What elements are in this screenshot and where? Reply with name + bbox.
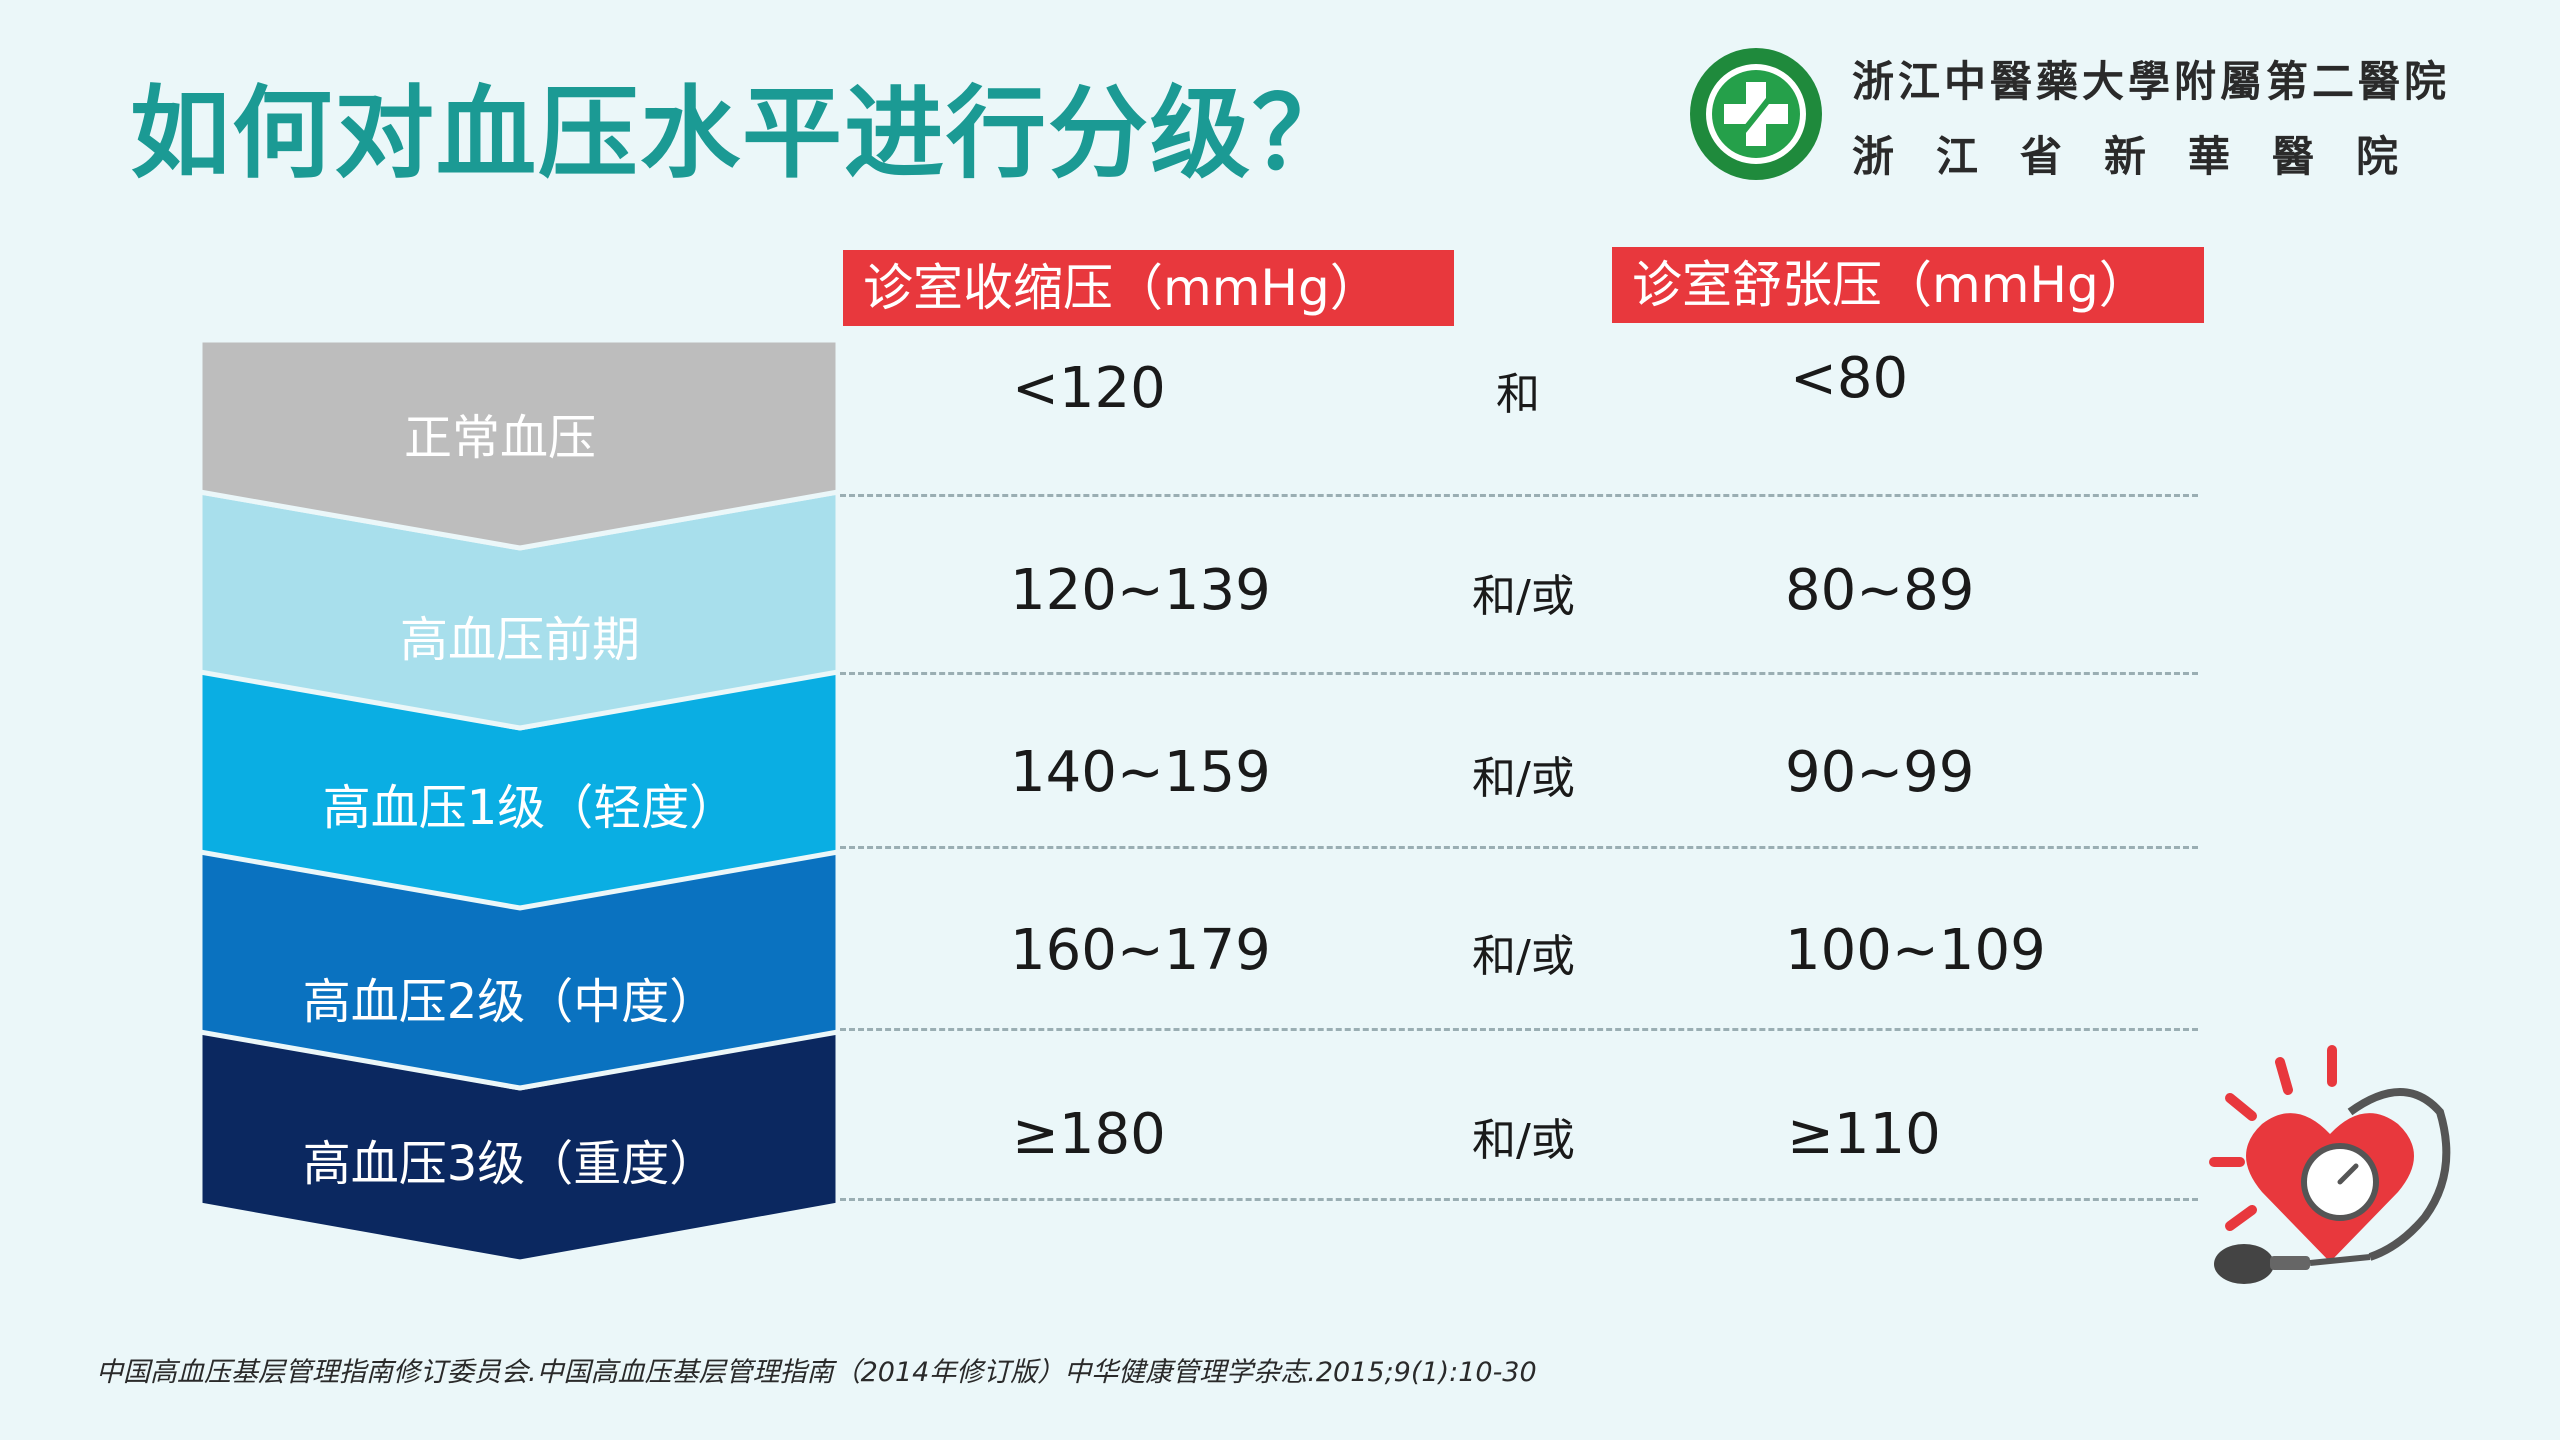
systolic-header: 诊室收缩压（mmHg）: [843, 250, 1454, 326]
diastolic-value: 90~99: [1785, 740, 1975, 805]
systolic-value: ≥180: [1012, 1102, 1166, 1167]
row-divider: [840, 1028, 2198, 1031]
systolic-value: 140~159: [1010, 740, 1271, 805]
conjunction: 和/或: [1472, 753, 1575, 804]
blood-pressure-heart-icon: [2209, 1045, 2451, 1284]
diastolic-value: ≥110: [1787, 1102, 1941, 1167]
row-divider: [840, 672, 2198, 675]
level-chevron-1: [197, 337, 841, 551]
page-title: 如何对血压水平进行分级？: [130, 75, 1354, 192]
diastolic-value: 80~89: [1785, 558, 1975, 623]
level-label-normal: 正常血压: [403, 410, 596, 466]
level-label-grade3: 高血压3级（重度）: [302, 1136, 718, 1192]
hospital-name-line2: 浙江省新華醫院: [1852, 132, 2441, 181]
row-divider: [840, 494, 2198, 497]
conjunction: 和: [1496, 369, 1540, 420]
row-divider: [840, 846, 2198, 849]
conjunction: 和/或: [1472, 1115, 1575, 1166]
diastolic-value: 100~109: [1785, 918, 2046, 983]
citation-footnote: 中国高血压基层管理指南修订委员会.中国高血压基层管理指南（2014年修订版）中华…: [96, 1357, 1537, 1388]
hospital-name-line1: 浙江中醫藥大學附屬第二醫院: [1852, 57, 2451, 106]
diastolic-value: <80: [1790, 346, 1909, 411]
systolic-value: <120: [1012, 356, 1166, 421]
hospital-name: 浙江中醫藥大學附屬第二醫院 浙江省新華醫院: [1852, 48, 2452, 184]
diastolic-header: 诊室舒张压（mmHg）: [1612, 247, 2204, 323]
conjunction: 和/或: [1472, 571, 1575, 622]
level-label-grade1: 高血压1级（轻度）: [322, 780, 738, 836]
level-label-grade2: 高血压2级（中度）: [302, 974, 718, 1030]
level-label-prehypertension: 高血压前期: [399, 612, 640, 668]
systolic-value: 120~139: [1010, 558, 1271, 623]
systolic-value: 160~179: [1010, 918, 1271, 983]
row-divider: [840, 1198, 2198, 1201]
hospital-emblem-icon: [1690, 48, 1822, 180]
conjunction: 和/或: [1472, 931, 1575, 982]
